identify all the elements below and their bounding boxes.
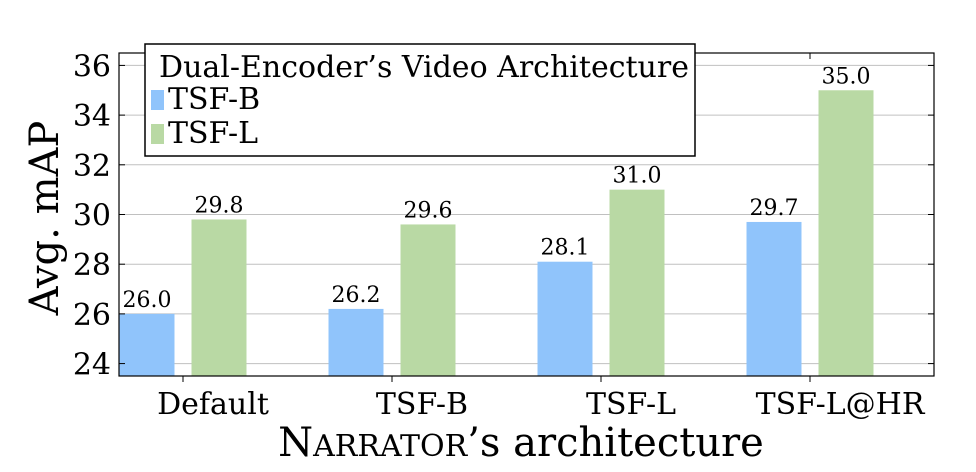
legend-title: Dual-Encoder’s Video Architecture [159, 50, 689, 85]
bar-tsf-l-1 [400, 224, 456, 376]
x-tick-label: TSF-L@HR [756, 387, 926, 422]
x-tick-labels: Default TSF-B TSF-L TSF-L@HR [157, 387, 926, 422]
bar-tsf-l-0 [191, 219, 247, 376]
data-label: 29.6 [404, 198, 453, 223]
x-axis-label: NARRATOR’s architecture [278, 420, 764, 466]
y-tick-label: 26 [73, 298, 111, 333]
bar-tsf-b-2 [537, 261, 593, 376]
y-tick-label: 34 [73, 99, 111, 134]
bar-tsf-l-2 [609, 189, 665, 376]
x-tick-label: Default [157, 387, 269, 422]
legend-label-tsf-l: TSF-L [168, 116, 258, 151]
y-axis-label: Avg. mAP [22, 121, 68, 317]
y-tick-labels: 24 26 28 30 32 34 36 [73, 49, 111, 382]
y-tick-label: 36 [73, 49, 111, 84]
bars [119, 90, 874, 377]
legend-box [144, 43, 696, 157]
data-label: 35.0 [822, 64, 871, 89]
legend-swatch-tsf-b [151, 90, 164, 110]
data-labels: 26.0 26.2 28.1 29.7 29.8 29.6 31.0 35.0 [123, 64, 871, 313]
x-tick-label: TSF-L [586, 387, 676, 422]
x-axis-label-initial: N [278, 420, 313, 466]
x-axis-label-smallcaps: ARRATOR [312, 429, 468, 464]
x-tick-label: TSF-B [376, 387, 468, 422]
data-label: 29.7 [750, 196, 799, 221]
data-label: 28.1 [541, 236, 590, 261]
bar-tsf-b-3 [746, 221, 802, 376]
bar-tsf-b-0 [119, 313, 175, 376]
data-label: 31.0 [613, 164, 662, 189]
bar-tsf-b-1 [328, 308, 384, 376]
y-tick-label: 24 [73, 348, 111, 383]
legend: Dual-Encoder’s Video Architecture TSF-B … [144, 43, 696, 157]
data-label: 26.0 [123, 288, 172, 313]
y-tick-label: 28 [73, 248, 111, 283]
y-tick-label: 30 [73, 199, 111, 234]
legend-swatch-tsf-l [151, 124, 164, 144]
y-tick-label: 32 [73, 149, 111, 184]
data-label: 29.8 [195, 193, 244, 218]
x-axis-label-suffix: ’s architecture [467, 420, 764, 466]
bar-tsf-l-3 [818, 90, 874, 377]
data-label: 26.2 [332, 283, 381, 308]
legend-label-tsf-b: TSF-B [168, 82, 260, 117]
